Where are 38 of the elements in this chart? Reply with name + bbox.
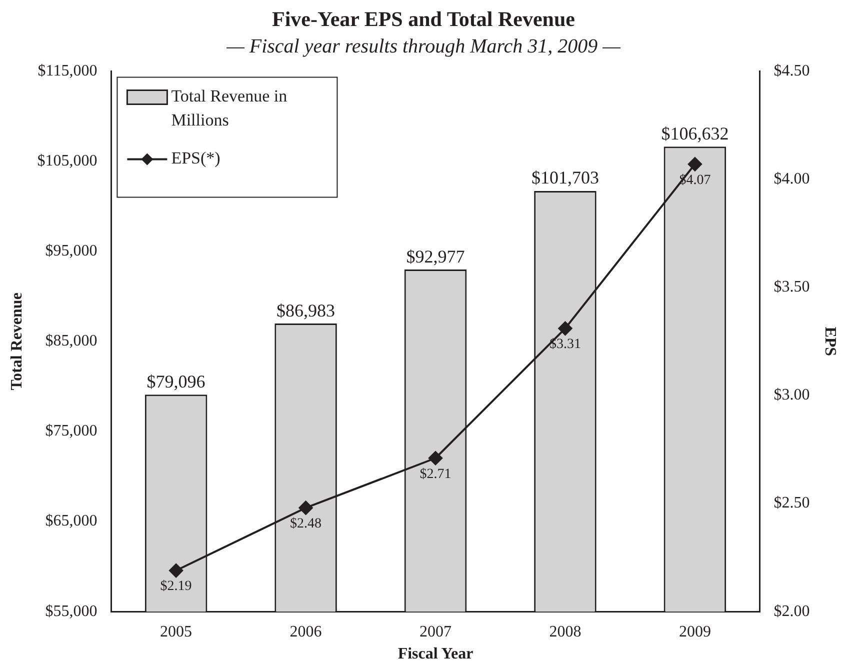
data-label: $86,983	[276, 300, 336, 320]
y-tick-label: $55,000	[45, 602, 98, 620]
y-tick-label: $75,000	[45, 422, 98, 440]
data-label: $2.71	[420, 466, 452, 482]
x-tick-label: 2007	[420, 623, 452, 640]
y-tick-label: $115,000	[38, 62, 98, 80]
y2-tick-label: $2.50	[774, 494, 810, 512]
y2-tick-label: $3.00	[774, 386, 810, 404]
x-axis-title: Fiscal Year	[398, 646, 474, 663]
y-tick-label: $65,000	[45, 512, 98, 530]
y-tick-label: $95,000	[45, 242, 98, 260]
legend-label: Total Revenue in Millions	[171, 86, 288, 130]
y2-tick-label: $2.00	[774, 602, 810, 620]
data-label: $101,703	[531, 168, 599, 188]
y2-tick-label: $4.00	[774, 170, 810, 188]
data-label: $92,977	[406, 246, 465, 266]
y2-axis-title: EPS	[821, 326, 838, 356]
point	[428, 451, 442, 466]
x-tick-label: 2008	[549, 623, 582, 640]
y-tick-label: $105,000	[37, 152, 98, 170]
x-tick-label: 2005	[160, 623, 192, 640]
legend-label: EPS(*)	[171, 148, 220, 168]
point	[169, 564, 184, 578]
y2-tick-label: $3.50	[774, 278, 810, 296]
point	[688, 157, 702, 172]
chart-subtitle: — Fiscal year results through March 31, 2009 —	[226, 35, 621, 58]
data-label: $106,632	[661, 123, 729, 144]
chart-title: Five-Year EPS and Total Revenue	[272, 7, 575, 32]
x-tick-label: 2009	[678, 623, 711, 640]
point	[558, 321, 572, 336]
data-label: $2.19	[160, 579, 192, 594]
y-tick-label: $85,000	[45, 332, 98, 350]
y-axis-title: Total Revenue	[8, 292, 26, 390]
data-label: $79,096	[146, 371, 206, 392]
point	[298, 500, 313, 515]
data-label: $2.48	[290, 516, 322, 532]
y2-tick-label: $4.50	[774, 62, 810, 80]
x-tick-label: 2006	[290, 623, 322, 640]
